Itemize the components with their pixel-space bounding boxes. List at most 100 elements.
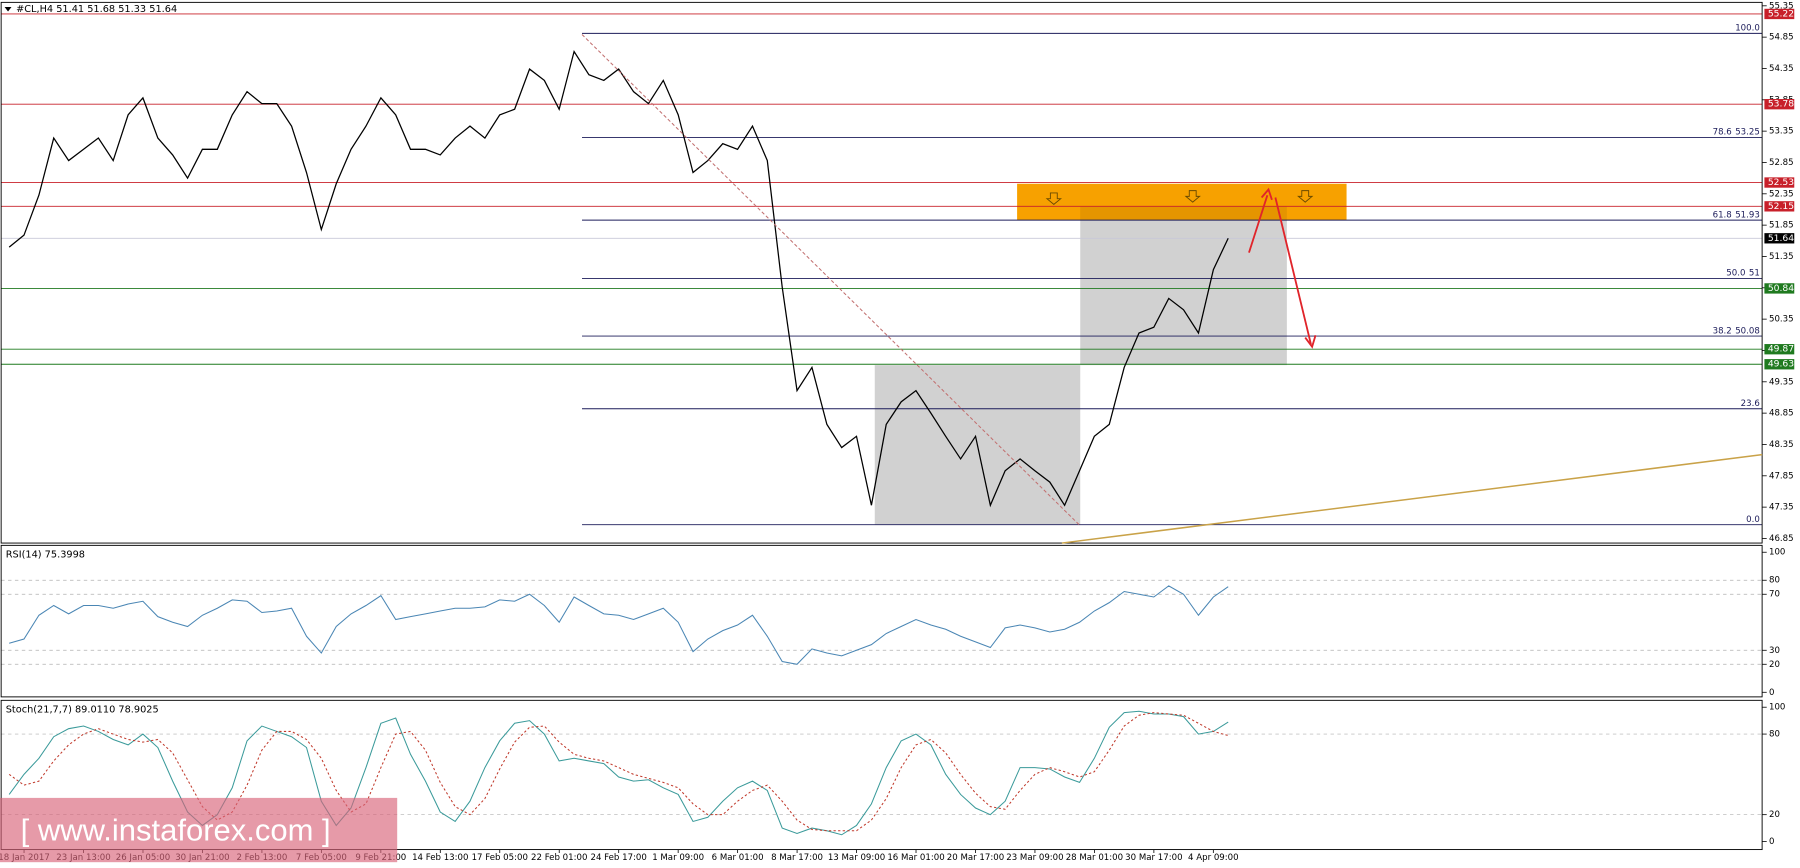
level-tag-label: 49.63 (1768, 359, 1794, 370)
y-tick-label: 50.35 (1769, 315, 1794, 325)
price-panel (0, 1, 1763, 544)
level-tag (1764, 201, 1795, 212)
x-tick-label: 4 Apr 09:00 (1188, 853, 1239, 863)
level-tag-label: 53.78 (1768, 99, 1794, 110)
fib-ratio: 100.0 (1735, 23, 1760, 33)
x-tick-label: 17 Feb 05:00 (472, 853, 528, 863)
y-tick-label: 46.85 (1769, 534, 1794, 544)
fib-label: 78.6 53.25 (1713, 127, 1760, 137)
menu-icon[interactable] (4, 6, 12, 12)
y-tick-label: 55.35 (1769, 1, 1794, 11)
stoch-panel (0, 699, 1763, 851)
level-tag (1764, 177, 1795, 188)
down-icon (1184, 190, 1201, 203)
price-layer: 100.0 78.6 53.25 61.8 51.93 50.0 51 38.2 50.08 23… (1, 13, 1763, 836)
fib-label: 100.0 (1735, 23, 1760, 33)
y-tick-label: 54.85 (1769, 33, 1794, 43)
y-tick-label: 54.35 (1769, 64, 1794, 74)
fib-price: 51 (1749, 268, 1760, 278)
trend-line (581, 34, 1080, 526)
fib-ratio: 78.6 (1713, 127, 1732, 137)
panel-frames (0, 1, 1763, 851)
y-tick-label: 51.85 (1769, 221, 1794, 231)
fib-ratio: 50.0 (1726, 268, 1745, 278)
fib-ratio: 0.0 (1746, 514, 1760, 524)
fib-label: 50.0 51 (1726, 268, 1760, 278)
y-tick-label: 0 (1769, 688, 1774, 698)
rsi-title: RSI(14) 75.3998 (6, 550, 85, 561)
y-tick-label: 80 (1769, 576, 1780, 586)
trend-line (1061, 453, 1763, 544)
fib-label: 61.8 51.93 (1713, 210, 1760, 220)
y-tick-label: 47.35 (1769, 503, 1794, 513)
fib-ratio: 61.8 (1713, 210, 1732, 220)
x-tick-label: 6 Mar 01:00 (712, 853, 764, 863)
level-tag-label: 52.53 (1768, 177, 1794, 188)
chart-title: #CL,H4 51.41 51.68 51.33 51.64 (16, 4, 177, 15)
x-tick-label: 1 Mar 09:00 (652, 853, 704, 863)
y-tick-label: 51.35 (1769, 252, 1794, 262)
y-tick-label: 52.35 (1769, 189, 1794, 199)
fib-ratio: 38.2 (1713, 326, 1732, 336)
level-tag (1764, 344, 1795, 355)
arrow-down (1274, 197, 1312, 345)
fib-price: 51.93 (1735, 210, 1760, 220)
y-tick-label: 47.85 (1769, 471, 1794, 481)
y-tick-label: 0 (1769, 837, 1774, 847)
x-tick-label: 13 Mar 09:00 (828, 853, 885, 863)
level-tag (1764, 99, 1795, 110)
arrow-up (1248, 194, 1269, 253)
x-tick-label: 28 Mar 01:00 (1066, 853, 1123, 863)
x-tick-label: 14 Feb 13:00 (412, 853, 468, 863)
drawings-over (581, 34, 1763, 544)
fib-label: 0.0 (1746, 514, 1760, 524)
y-tick-label: 100 (1769, 703, 1785, 713)
x-tick-label: 16 Mar 01:00 (887, 853, 944, 863)
watermark-layer: [ www.instaforex.com ] (0, 797, 398, 863)
y-tick-label: 30 (1769, 646, 1780, 656)
line-series (9, 585, 1229, 665)
x-tick-label: 23 Mar 09:00 (1006, 853, 1063, 863)
y-tick-label: 70 (1769, 590, 1780, 600)
level-tag (1764, 283, 1795, 294)
fib-price: 53.25 (1735, 127, 1760, 137)
watermark-box (0, 797, 398, 863)
fib-label: 38.2 50.08 (1713, 326, 1760, 336)
level-tag (1764, 8, 1795, 20)
watermark: [ www.instaforex.com ] (21, 813, 331, 848)
y-tick-label: 48.85 (1769, 409, 1794, 419)
level-tag-label: 49.87 (1768, 344, 1794, 355)
x-tick-label: 22 Feb 01:00 (531, 853, 587, 863)
y-tick-label: 48.35 (1769, 440, 1794, 450)
level-tag-label: 50.84 (1768, 283, 1794, 294)
y-tick-label: 20 (1769, 810, 1780, 820)
zone-overlap (1080, 206, 1287, 221)
line-series (8, 49, 1229, 508)
fib-ratio: 23.6 (1741, 399, 1760, 409)
y-tick-label: 52.85 (1769, 158, 1794, 168)
down-icon (1297, 190, 1314, 203)
y-tick-label: 20 (1769, 660, 1780, 670)
fib-label: 23.6 (1741, 399, 1760, 409)
level-tag-label: 55.22 (1768, 8, 1794, 19)
y-tick-label: 49.35 (1769, 377, 1794, 387)
x-tick-label: 24 Feb 17:00 (590, 853, 646, 863)
rsi-panel (0, 544, 1763, 698)
down-icon (1045, 192, 1062, 206)
fib-price: 50.08 (1735, 326, 1760, 336)
x-tick-label: 20 Mar 17:00 (947, 853, 1004, 863)
y-tick-label: 53.35 (1769, 127, 1794, 137)
x-tick-label: 30 Mar 17:00 (1125, 853, 1182, 863)
stoch-title: Stoch(21,7,7) 89.0110 78.9025 (6, 705, 159, 716)
level-tag-label: 51.64 (1768, 233, 1794, 244)
level-tag (1764, 233, 1795, 244)
level-tag-label: 52.15 (1768, 201, 1794, 212)
y-tick-label: 80 (1769, 730, 1780, 740)
level-tag (1764, 359, 1795, 370)
y-tick-label: 100 (1769, 548, 1785, 558)
arrow-head (1260, 187, 1273, 201)
range-box (1080, 206, 1287, 366)
